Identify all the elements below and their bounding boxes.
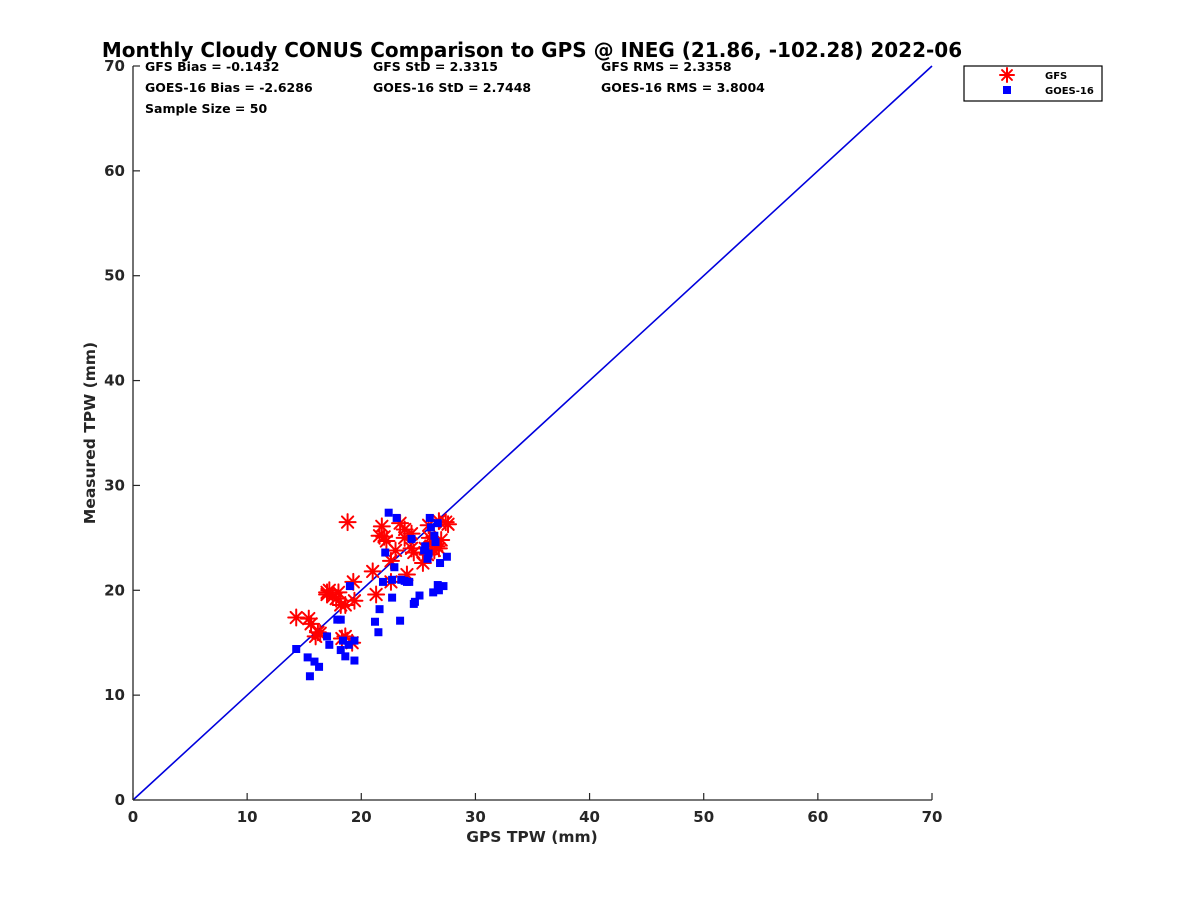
gfs-point: [402, 539, 421, 558]
gfs-point: [306, 627, 325, 646]
y-tick-label: 0: [115, 791, 125, 809]
gfs-point: [377, 532, 396, 551]
goes-16-point: [350, 656, 359, 665]
goes-16-point: [374, 628, 383, 637]
x-axis-label: GPS TPW (mm): [466, 828, 598, 846]
x-tick-label: 60: [807, 808, 828, 826]
gfs-point: [372, 517, 391, 536]
legend-box: [963, 65, 1103, 102]
goes-16-point: [378, 577, 387, 586]
y-tick-label: 70: [104, 57, 125, 75]
reference-line: [132, 65, 933, 801]
goes-16-point: [392, 513, 401, 522]
goes-16-point: [370, 617, 379, 626]
goes-16-point: [315, 662, 324, 671]
y-tick-label: 60: [104, 162, 125, 180]
goes-16-point: [420, 546, 429, 555]
goes-16-point: [381, 548, 390, 557]
goes-16-point: [426, 523, 435, 532]
goes-16-point: [323, 632, 332, 641]
goes-16-point: [433, 581, 442, 590]
goes-16-point: [341, 652, 350, 661]
gfs-point: [336, 595, 355, 614]
stat-gfs-bias: GFS Bias = -0.1432: [145, 59, 279, 74]
gfs-point: [287, 608, 306, 627]
x-tick-label: 20: [351, 808, 372, 826]
goes-16-point: [344, 640, 353, 649]
goes-16-point: [303, 653, 312, 662]
goes-16-point: [436, 559, 445, 568]
x-tick-label: 30: [465, 808, 486, 826]
goes-16-point: [442, 552, 451, 561]
goes-16-point: [434, 586, 443, 595]
goes-16-point: [375, 605, 384, 614]
goes-16-point: [305, 672, 314, 681]
reference-line-layer: [132, 65, 933, 801]
x-tick-label: 0: [128, 808, 138, 826]
stat-goes-rms: GOES-16 RMS = 3.8004: [601, 80, 765, 95]
y-axis-label: Measured TPW (mm): [81, 342, 99, 524]
stat-gfs-std: GFS StD = 2.3315: [373, 59, 498, 74]
goes-16-point: [388, 575, 397, 584]
goes-16-point: [425, 513, 434, 522]
goes-16-point: [350, 636, 359, 645]
goes-16-point: [292, 645, 301, 654]
stat-gfs-rms: GFS RMS = 2.3358: [601, 59, 732, 74]
goes-16-point: [310, 657, 319, 666]
x-tick-label: 50: [693, 808, 714, 826]
goes-16-point: [429, 588, 438, 597]
y-tick-label: 40: [104, 372, 125, 390]
goes-16-point: [423, 554, 432, 563]
goes-16-point: [384, 508, 393, 517]
axis-ticks: 0 10 20 30 40 50 60 70 0 10 20 30 40 50 60 70: [104, 57, 942, 826]
stat-goes-std: GOES-16 StD = 2.7448: [373, 80, 531, 95]
goes-16-series: [292, 508, 451, 681]
gfs-point: [363, 562, 382, 581]
gfs-point: [329, 583, 348, 602]
goes-16-point: [388, 593, 397, 602]
y-tick-label: 10: [104, 686, 125, 704]
legend-gfs-label: GFS: [1045, 71, 1067, 82]
x-tick-label: 70: [922, 808, 943, 826]
y-tick-label: 30: [104, 476, 125, 494]
goes-16-point: [410, 597, 419, 606]
goes-16-point: [396, 616, 405, 625]
plot-area: 0 10 20 30 40 50 60 70 0 10 20 30 40 50 60 70: [104, 57, 942, 826]
goes-16-point: [415, 591, 424, 600]
goes-16-point: [397, 575, 406, 584]
x-tick-label: 10: [237, 808, 258, 826]
goes-16-point: [390, 563, 399, 572]
goes-16-point: [424, 549, 433, 558]
gfs-point: [439, 515, 458, 534]
goes-16-point: [336, 646, 345, 655]
goes-16-point: [405, 577, 414, 586]
legend-goes-label: GOES-16: [1045, 86, 1094, 97]
gfs-point: [338, 513, 357, 532]
goes-16-point: [325, 640, 334, 649]
stat-sample-size: Sample Size = 50: [145, 101, 267, 116]
goes-16-point: [439, 582, 448, 591]
goes-16-point: [407, 534, 416, 543]
goes-16-point: [336, 615, 345, 624]
legend-gfs-asterisk: [999, 67, 1015, 83]
x-tick-label: 40: [579, 808, 600, 826]
goes-16-point: [433, 519, 442, 528]
legend: GFS GOES-16: [963, 65, 1103, 102]
stats-annotations: GFS Bias = -0.1432 GFS StD = 2.3315 GFS …: [145, 59, 765, 116]
legend-goes-marker: [1003, 86, 1011, 94]
chart-title: Monthly Cloudy CONUS Comparison to GPS @…: [102, 38, 962, 62]
legend-gfs-marker: [999, 67, 1015, 83]
stat-goes-bias: GOES-16 Bias = -2.6286: [145, 80, 313, 95]
gfs-point: [367, 585, 386, 604]
goes-16-point: [421, 542, 430, 551]
goes-16-point: [345, 582, 354, 591]
goes-16-point: [431, 538, 440, 547]
y-tick-label: 50: [104, 267, 125, 285]
goes-16-point: [430, 531, 439, 540]
goes-16-point: [339, 636, 348, 645]
y-tick-label: 20: [104, 581, 125, 599]
gfs-point: [318, 585, 337, 604]
